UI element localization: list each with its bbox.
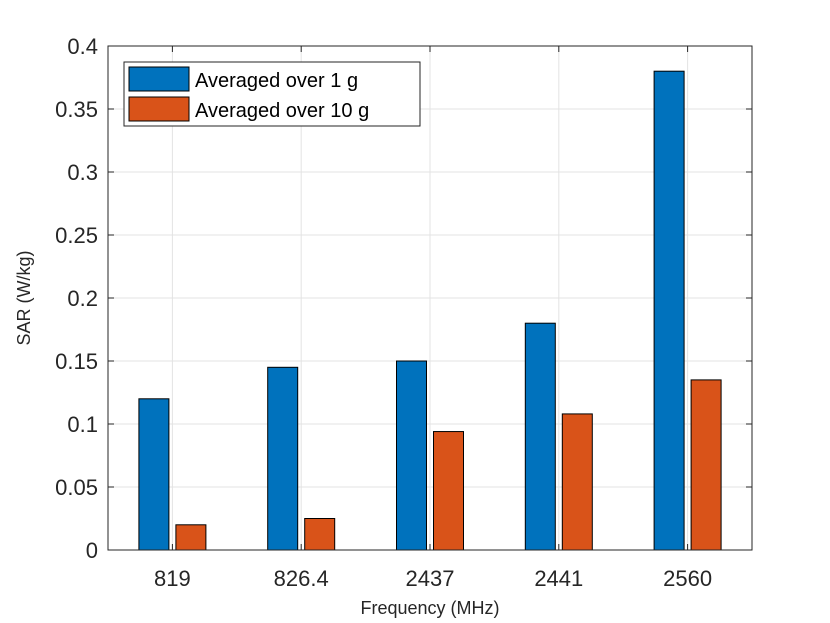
y-tick-label: 0 [86,538,98,563]
legend-label-10g: Averaged over 10 g [195,100,369,122]
bar-1g-2441 [524,322,556,551]
x-tick-labels: 819 826.4 2437 2441 2560 [154,566,712,591]
x-tick-label: 2437 [406,566,455,591]
bar-1g-2560 [653,70,685,551]
y-tick-label: 0.05 [55,475,98,500]
y-tick-label: 0.1 [67,412,98,437]
x-tick-label: 2441 [534,566,583,591]
y-tick-label: 0.35 [55,97,98,122]
y-tick-label: 0.4 [67,34,98,59]
y-tick-label: 0.15 [55,349,98,374]
legend-swatch-10g [128,96,190,122]
bar-1g-826.4 [267,366,299,551]
y-tick-label: 0.3 [67,160,98,185]
bar-10g-819 [175,524,207,551]
y-axis-title: SAR (W/kg) [14,250,34,345]
legend-swatch-1g [128,66,190,92]
axis-ticks [108,45,752,551]
grid-lines [108,45,752,551]
y-tick-labels: 0 0.05 0.1 0.15 0.2 0.25 0.3 0.35 0.4 [55,34,98,563]
legend: Averaged over 1 g Averaged over 10 g [123,61,421,127]
x-tick-label: 2560 [663,566,712,591]
x-tick-label: 819 [154,566,191,591]
y-tick-label: 0.25 [55,223,98,248]
bars [138,70,722,551]
legend-label-1g: Averaged over 1 g [195,70,358,92]
bar-10g-2437 [433,431,464,551]
x-axis-title: Frequency (MHz) [360,598,499,618]
y-tick-label: 0.2 [67,286,98,311]
bar-10g-826.4 [304,518,336,551]
bar-1g-819 [138,398,170,551]
bar-10g-2560 [690,379,722,551]
bar-10g-2441 [561,413,593,551]
x-tick-label: 826.4 [274,566,329,591]
bar-1g-2437 [396,360,427,551]
